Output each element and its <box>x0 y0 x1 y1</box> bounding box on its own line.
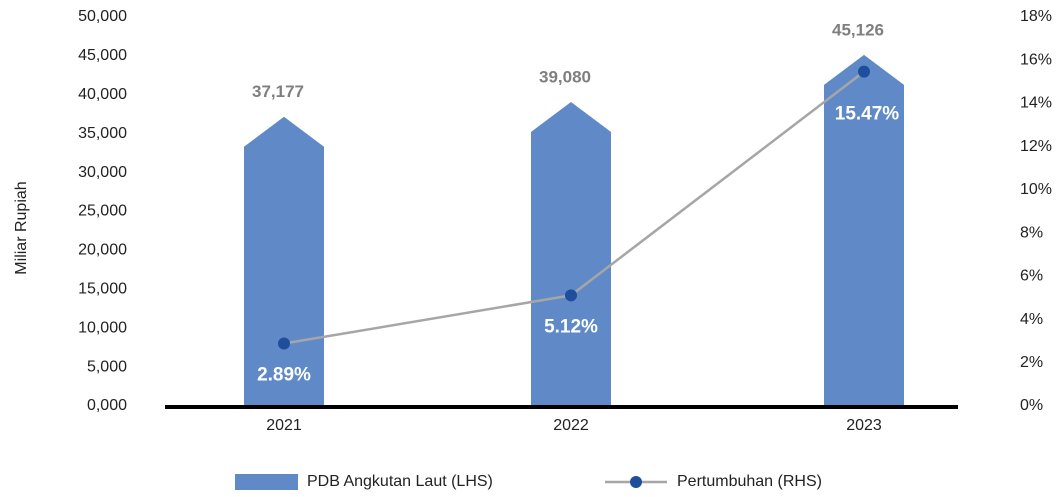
y-tick-label: 25,000 <box>78 203 127 220</box>
y-tick-label: 0,000 <box>87 397 127 414</box>
y-tick-label: 45,000 <box>78 47 127 64</box>
y2-tick-label: 18% <box>1020 8 1052 25</box>
y2-tick-label: 12% <box>1020 138 1052 155</box>
line-marker <box>278 337 290 350</box>
y2-tick-label: 2% <box>1020 354 1043 371</box>
bar-value-label: 45,126 <box>832 20 884 39</box>
y2-tick-label: 8% <box>1020 224 1043 241</box>
y-tick-label: 35,000 <box>78 125 127 142</box>
y2-tick-label: 10% <box>1020 181 1052 198</box>
y2-tick-label: 4% <box>1020 311 1043 328</box>
line-marker <box>858 65 870 78</box>
y-tick-label: 10,000 <box>78 319 127 336</box>
legend-label: Pertumbuhan (RHS) <box>677 473 822 490</box>
bar-value-label: 39,080 <box>539 67 591 86</box>
y-axis-title: Miliar Rupiah <box>13 181 30 274</box>
y2-tick-label: 0% <box>1020 397 1043 414</box>
y-tick-label: 5,000 <box>87 358 127 375</box>
line-value-label: 2.89% <box>257 365 311 386</box>
y2-tick-label: 16% <box>1020 51 1052 68</box>
line-value-label: 5.12% <box>544 316 598 337</box>
line-marker <box>565 289 577 302</box>
y2-tick-label: 14% <box>1020 95 1052 112</box>
legend-label: PDB Angkutan Laut (LHS) <box>307 473 493 490</box>
legend-swatch <box>235 474 298 490</box>
y-tick-label: 50,000 <box>78 8 127 25</box>
y-tick-label: 40,000 <box>78 86 127 103</box>
x-tick-label: 2023 <box>846 417 882 434</box>
y-tick-label: 20,000 <box>78 242 127 259</box>
bar-value-label: 37,177 <box>252 82 304 101</box>
y-tick-label: 30,000 <box>78 164 127 181</box>
y2-tick-label: 6% <box>1020 268 1043 285</box>
y-tick-label: 15,000 <box>78 281 127 298</box>
x-tick-label: 2021 <box>266 417 302 434</box>
x-tick-label: 2022 <box>553 417 589 434</box>
bar <box>824 54 904 407</box>
legend-marker <box>630 476 642 488</box>
bar <box>244 116 324 406</box>
bar <box>531 101 611 406</box>
line-value-label: 15.47% <box>835 104 900 125</box>
